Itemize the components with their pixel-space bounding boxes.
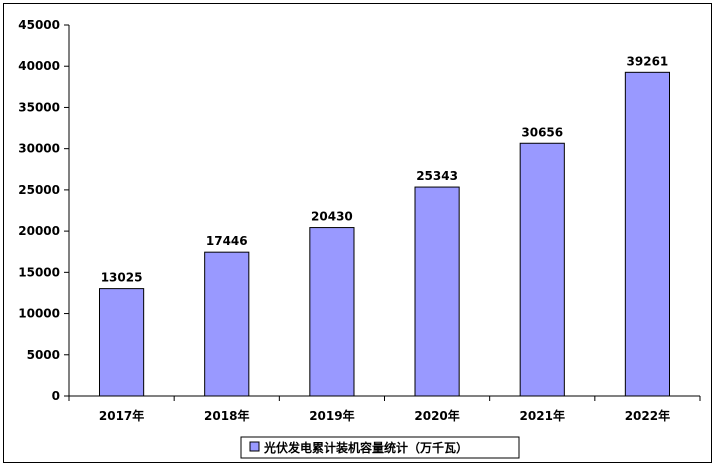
bar-value-label: 20430 (311, 210, 353, 224)
legend-label: 光伏发电累计装机容量统计（万千瓦） (263, 440, 468, 455)
bar (98, 288, 145, 397)
x-tick-label: 2021年 (520, 408, 565, 423)
bar-value-label: 25343 (416, 169, 458, 183)
legend: 光伏发电累计装机容量统计（万千瓦） (240, 436, 520, 459)
y-tick-label: 15000 (18, 265, 60, 279)
bar-value-label: 17446 (206, 234, 248, 248)
x-tick-label: 2017年 (99, 408, 144, 423)
y-tick-label: 10000 (18, 307, 60, 321)
bar (204, 251, 250, 397)
y-tick-label: 25000 (18, 183, 60, 197)
y-tick-label: 0 (52, 389, 60, 403)
x-tick-label: 2018年 (204, 408, 249, 423)
y-tick-label: 20000 (18, 224, 60, 238)
x-tick-label: 2019年 (309, 408, 354, 423)
y-tick-label: 30000 (18, 142, 60, 156)
x-axis: 2017年 2018年 2019年 2020年 2021年 2022年 (68, 395, 701, 423)
legend-swatch (249, 441, 260, 452)
bar (309, 227, 355, 397)
bar (519, 142, 565, 397)
bar (414, 186, 460, 397)
x-tick-label: 2022年 (625, 408, 670, 423)
legend-box (240, 436, 520, 459)
bar-value-label: 39261 (627, 54, 669, 68)
bar-value-label: 13025 (101, 271, 143, 285)
bar-value-label: 30656 (521, 125, 563, 139)
data-labels: 13025 17446 20430 25343 30656 39261 (101, 54, 669, 284)
bars (98, 71, 671, 397)
y-tick-label: 5000 (27, 348, 60, 362)
bar (624, 71, 671, 397)
y-tick-label: 35000 (18, 100, 60, 114)
y-tick-label: 40000 (18, 59, 60, 73)
x-tick-label: 2020年 (414, 408, 459, 423)
y-tick-label: 45000 (18, 18, 60, 32)
y-axis: 0 5000 10000 15000 20000 25000 30000 35000 40000… (18, 18, 70, 403)
